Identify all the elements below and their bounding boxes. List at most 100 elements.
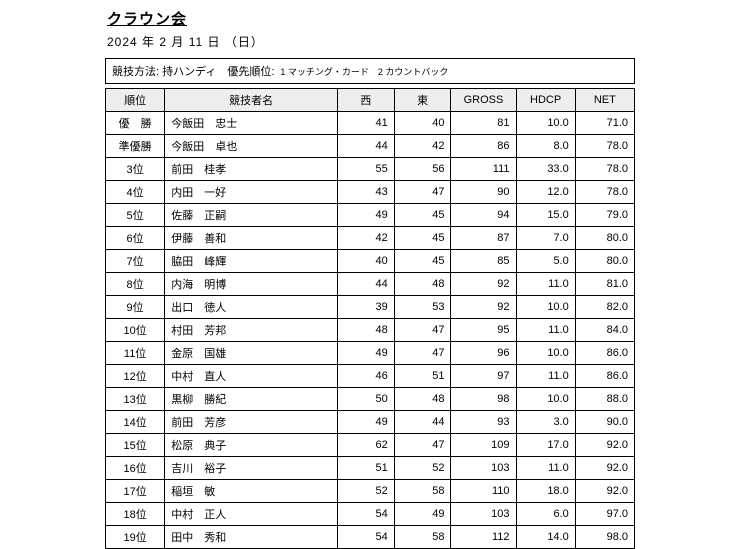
cell-hdcp: 10.0 <box>516 342 575 365</box>
cell-rank: 16位 <box>106 457 165 480</box>
cell-name: 佐藤 正嗣 <box>165 204 338 227</box>
col-net: NET <box>575 89 634 112</box>
cell-name: 前田 桂孝 <box>165 158 338 181</box>
col-hdcp: HDCP <box>516 89 575 112</box>
results-table: 順位 競技者名 西 東 GROSS HDCP NET 優 勝今飯田 忠士4140… <box>105 88 635 549</box>
cell-west: 42 <box>337 227 394 250</box>
cell-rank: 8位 <box>106 273 165 296</box>
cell-name: 脇田 峰輝 <box>165 250 338 273</box>
table-row: 19位田中 秀和545811214.098.0 <box>106 526 635 549</box>
cell-rank: 4位 <box>106 181 165 204</box>
table-row: 7位脇田 峰輝4045855.080.0 <box>106 250 635 273</box>
cell-hdcp: 17.0 <box>516 434 575 457</box>
cell-east: 47 <box>394 342 451 365</box>
cell-rank: 14位 <box>106 411 165 434</box>
cell-net: 80.0 <box>575 227 634 250</box>
cell-east: 47 <box>394 434 451 457</box>
table-row: 3位前田 桂孝555611133.078.0 <box>106 158 635 181</box>
cell-west: 40 <box>337 250 394 273</box>
cell-gross: 90 <box>451 181 516 204</box>
cell-east: 56 <box>394 158 451 181</box>
cell-rank: 17位 <box>106 480 165 503</box>
cell-west: 49 <box>337 342 394 365</box>
cell-hdcp: 15.0 <box>516 204 575 227</box>
cell-net: 90.0 <box>575 411 634 434</box>
cell-west: 62 <box>337 434 394 457</box>
cell-net: 84.0 <box>575 319 634 342</box>
cell-hdcp: 7.0 <box>516 227 575 250</box>
cell-hdcp: 5.0 <box>516 250 575 273</box>
cell-gross: 85 <box>451 250 516 273</box>
cell-net: 71.0 <box>575 112 634 135</box>
cell-name: 村田 芳邦 <box>165 319 338 342</box>
cell-name: 稲垣 敏 <box>165 480 338 503</box>
cell-name: 今飯田 卓也 <box>165 135 338 158</box>
cell-hdcp: 3.0 <box>516 411 575 434</box>
method-note: 1 マッチング・カード 2 カウントバック <box>280 65 448 78</box>
cell-name: 内田 一好 <box>165 181 338 204</box>
cell-east: 44 <box>394 411 451 434</box>
table-row: 10位村田 芳邦48479511.084.0 <box>106 319 635 342</box>
col-west: 西 <box>337 89 394 112</box>
cell-gross: 92 <box>451 273 516 296</box>
cell-rank: 6位 <box>106 227 165 250</box>
cell-net: 88.0 <box>575 388 634 411</box>
cell-rank: 12位 <box>106 365 165 388</box>
table-row: 15位松原 典子624710917.092.0 <box>106 434 635 457</box>
cell-east: 48 <box>394 388 451 411</box>
cell-rank: 18位 <box>106 503 165 526</box>
result-sheet: クラウン会 2024 年 2 月 11 日 （日） 競技方法: 持ハンディ 優先… <box>105 8 635 549</box>
table-row: 13位黒柳 勝紀50489810.088.0 <box>106 388 635 411</box>
cell-gross: 81 <box>451 112 516 135</box>
cell-net: 81.0 <box>575 273 634 296</box>
cell-net: 97.0 <box>575 503 634 526</box>
cell-gross: 103 <box>451 503 516 526</box>
cell-gross: 95 <box>451 319 516 342</box>
table-row: 優 勝今飯田 忠士41408110.071.0 <box>106 112 635 135</box>
cell-net: 78.0 <box>575 181 634 204</box>
cell-rank: 19位 <box>106 526 165 549</box>
cell-gross: 86 <box>451 135 516 158</box>
cell-east: 47 <box>394 181 451 204</box>
cell-hdcp: 11.0 <box>516 273 575 296</box>
method-label: 競技方法: 持ハンディ 優先順位: <box>112 63 274 79</box>
cell-east: 58 <box>394 480 451 503</box>
cell-net: 92.0 <box>575 434 634 457</box>
cell-east: 58 <box>394 526 451 549</box>
cell-net: 79.0 <box>575 204 634 227</box>
cell-west: 52 <box>337 480 394 503</box>
cell-west: 43 <box>337 181 394 204</box>
cell-gross: 112 <box>451 526 516 549</box>
cell-name: 前田 芳彦 <box>165 411 338 434</box>
cell-west: 55 <box>337 158 394 181</box>
cell-gross: 93 <box>451 411 516 434</box>
cell-rank: 15位 <box>106 434 165 457</box>
table-row: 6位伊藤 善和4245877.080.0 <box>106 227 635 250</box>
cell-east: 49 <box>394 503 451 526</box>
cell-rank: 7位 <box>106 250 165 273</box>
table-row: 11位金原 国雄49479610.086.0 <box>106 342 635 365</box>
cell-hdcp: 6.0 <box>516 503 575 526</box>
table-row: 12位中村 直人46519711.086.0 <box>106 365 635 388</box>
cell-west: 49 <box>337 204 394 227</box>
col-gross: GROSS <box>451 89 516 112</box>
cell-name: 伊藤 善和 <box>165 227 338 250</box>
table-row: 17位稲垣 敏525811018.092.0 <box>106 480 635 503</box>
cell-net: 86.0 <box>575 365 634 388</box>
cell-east: 47 <box>394 319 451 342</box>
cell-west: 48 <box>337 319 394 342</box>
cell-rank: 5位 <box>106 204 165 227</box>
table-row: 準優勝今飯田 卓也4442868.078.0 <box>106 135 635 158</box>
cell-rank: 9位 <box>106 296 165 319</box>
cell-hdcp: 12.0 <box>516 181 575 204</box>
cell-name: 中村 正人 <box>165 503 338 526</box>
cell-east: 40 <box>394 112 451 135</box>
cell-rank: 10位 <box>106 319 165 342</box>
cell-gross: 96 <box>451 342 516 365</box>
cell-hdcp: 8.0 <box>516 135 575 158</box>
cell-west: 51 <box>337 457 394 480</box>
cell-east: 53 <box>394 296 451 319</box>
cell-name: 黒柳 勝紀 <box>165 388 338 411</box>
cell-net: 78.0 <box>575 135 634 158</box>
table-row: 4位内田 一好43479012.078.0 <box>106 181 635 204</box>
